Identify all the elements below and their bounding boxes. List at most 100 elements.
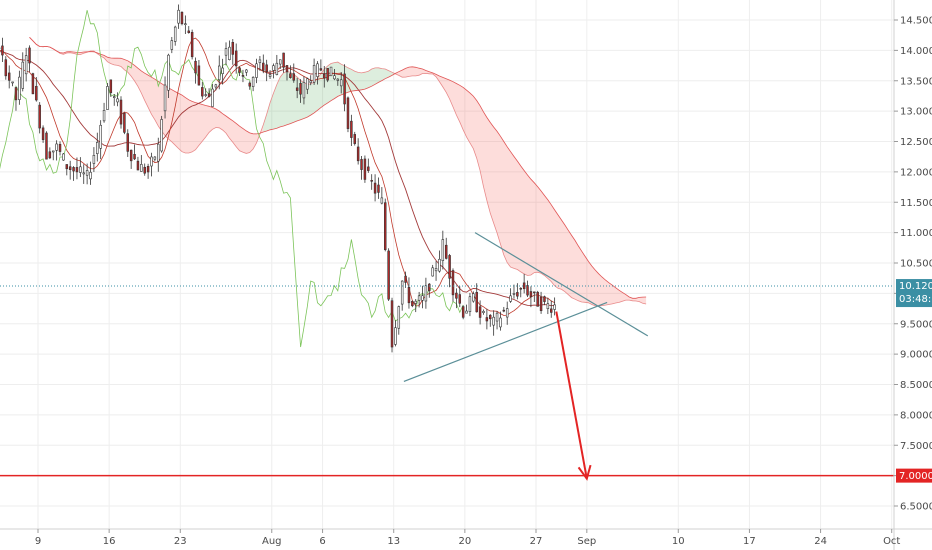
candle-body — [18, 76, 21, 100]
candle-body — [218, 65, 221, 81]
candle-body — [543, 296, 546, 302]
candle-body — [211, 88, 214, 107]
candle-body — [167, 54, 170, 91]
cloud-segment — [97, 52, 264, 154]
candle-body — [72, 167, 75, 172]
xtick-label: 23 — [174, 536, 187, 547]
current-price-label: 10.1205 — [899, 281, 932, 292]
candle-body — [390, 300, 394, 348]
candle-body — [339, 79, 343, 87]
candle-body — [45, 132, 48, 160]
candle-body — [136, 160, 140, 171]
candle-body — [204, 94, 207, 96]
xtick-label: 13 — [387, 536, 400, 547]
candle-body — [499, 317, 502, 328]
candle-body — [48, 151, 52, 159]
candle-body — [289, 73, 292, 78]
candle-body — [194, 60, 197, 74]
candle-body — [333, 75, 336, 80]
candle-body — [295, 87, 299, 91]
candle-body — [431, 267, 434, 277]
xtick-label: 20 — [458, 536, 471, 547]
candle-body — [106, 86, 109, 110]
time-axis[interactable]: 9 16 23 Aug 6 13 20 27 Sep 10 17 24 Oct — [35, 529, 901, 547]
candle-body — [75, 167, 79, 173]
ytick-label: 10.5000 — [900, 259, 932, 270]
trend-drawings[interactable] — [0, 232, 894, 481]
ytick-label: 14.0000 — [900, 46, 932, 57]
candle-body — [245, 69, 248, 73]
candle-body — [522, 282, 526, 290]
candle-body — [444, 244, 448, 259]
candle-body — [377, 184, 380, 193]
candle-body — [112, 96, 116, 99]
candle-body — [4, 59, 8, 77]
cloud-segment — [263, 62, 396, 133]
candle-body — [384, 202, 387, 251]
candle-body — [434, 268, 438, 272]
candle-body — [258, 59, 262, 63]
candle-body — [251, 76, 255, 87]
candle-body — [421, 295, 424, 301]
target-price-badge — [896, 468, 932, 483]
candle-body — [482, 310, 485, 313]
ytick-label: 11.5000 — [900, 198, 932, 209]
candle-body — [214, 84, 218, 88]
candle-body — [180, 11, 184, 25]
countdown-timer: 03:48:33 — [899, 294, 932, 305]
candle-body — [356, 146, 360, 162]
xtick-label: 27 — [530, 536, 543, 547]
triangle-lower-trendline[interactable] — [403, 301, 608, 383]
candle-body — [367, 166, 370, 171]
candle-body — [58, 143, 62, 152]
xtick-label: 10 — [672, 536, 685, 547]
candle-body — [21, 61, 24, 89]
candle-body — [397, 306, 401, 329]
candle-body — [370, 179, 373, 182]
candle-body — [190, 32, 194, 58]
candle-body — [153, 156, 157, 160]
candle-body — [461, 306, 465, 318]
candle-body — [323, 73, 326, 79]
candle-body — [38, 104, 41, 129]
candle-body — [316, 63, 319, 77]
candle-body — [7, 72, 11, 81]
projection-arrow-shaft[interactable] — [555, 311, 588, 479]
candle-body — [380, 197, 384, 204]
candle-body — [255, 63, 258, 78]
candle-body — [326, 67, 329, 81]
candle-body — [268, 74, 272, 77]
xtick-label: 9 — [35, 536, 41, 547]
grid — [0, 0, 894, 529]
cloud-segment — [395, 66, 647, 307]
candle-body — [414, 300, 417, 304]
xtick-label: Sep — [577, 536, 596, 547]
candle-body — [394, 327, 397, 345]
candle-body — [373, 182, 377, 194]
candle-body — [411, 300, 414, 307]
target-price-label: 7.0000 — [899, 471, 932, 482]
candle-body — [468, 296, 472, 312]
candle-body — [329, 66, 333, 77]
candle-body — [177, 9, 180, 24]
candle-body — [99, 124, 102, 149]
candle-body — [201, 87, 204, 97]
triangle-upper-trendline[interactable] — [474, 232, 649, 337]
candle-body — [539, 296, 543, 312]
candle-body — [146, 166, 150, 173]
price-labels: 10.1205 03:48:33 7.0000 — [896, 279, 932, 483]
candle-body — [68, 166, 72, 170]
xtick-label: 24 — [814, 536, 827, 547]
candle-body — [82, 172, 85, 175]
candle-body — [123, 112, 126, 133]
candle-body — [173, 26, 177, 42]
candle-body — [529, 291, 533, 298]
candle-body — [387, 250, 390, 300]
candle-body — [533, 291, 536, 294]
ytick-label: 6.5000 — [900, 502, 932, 513]
candle-body — [126, 133, 130, 152]
candle-body — [546, 303, 550, 310]
candlesticks — [0, 4, 556, 353]
